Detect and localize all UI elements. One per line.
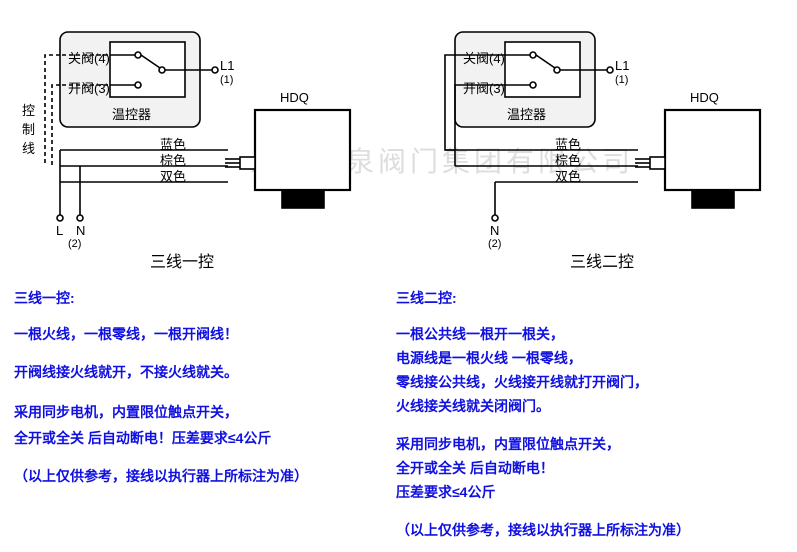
right-one-label: (1) [615,74,628,86]
right-hdq-label: HDQ [690,90,719,105]
right-open-valve-label: 开阀(3) [463,78,505,97]
left-two: (2) [68,238,81,250]
left-p3: 采用同步电机，内置限位触点开关， [14,398,238,426]
left-p5: （以上仅供参考，接线以执行器上所标注为准） [14,462,308,490]
right-p7: 压差要求≤4公斤 [396,478,495,506]
left-ctrl-line-label: 控制线 [22,100,36,157]
right-p4: 火线接关线就关闭阀门。 [396,392,550,420]
left-open-valve-label: 开阀(3) [68,78,110,97]
right-close-valve-label: 关阀(4) [463,48,505,67]
right-heading: 三线二控: [396,284,457,312]
right-N: N [490,223,499,238]
left-close-valve-label: 关阀(4) [68,48,110,67]
left-heading: 三线一控: [14,284,75,312]
left-p2: 开阀线接火线就开，不接火线就关。 [14,358,238,386]
left-controller-label: 温控器 [112,104,151,123]
right-title: 三线二控 [570,248,634,272]
left-hdq-label: HDQ [280,90,309,105]
left-title: 三线一控 [150,248,214,272]
left-L: L [56,223,63,238]
right-l1-label: L1 [615,58,629,73]
left-one-label: (1) [220,74,233,86]
right-p8: （以上仅供参考，接线以执行器上所标注为准） [396,516,690,544]
right-controller-label: 温控器 [507,104,546,123]
right-two: (2) [488,238,501,250]
left-l1-label: L1 [220,58,234,73]
left-wire-dual: 双色 [160,166,186,185]
right-wire-dual: 双色 [555,166,581,185]
left-p4: 全开或全关 后自动断电！压差要求≤4公斤 [14,424,271,452]
left-p1: 一根火线，一根零线，一根开阀线！ [14,320,238,348]
left-N: N [76,223,85,238]
